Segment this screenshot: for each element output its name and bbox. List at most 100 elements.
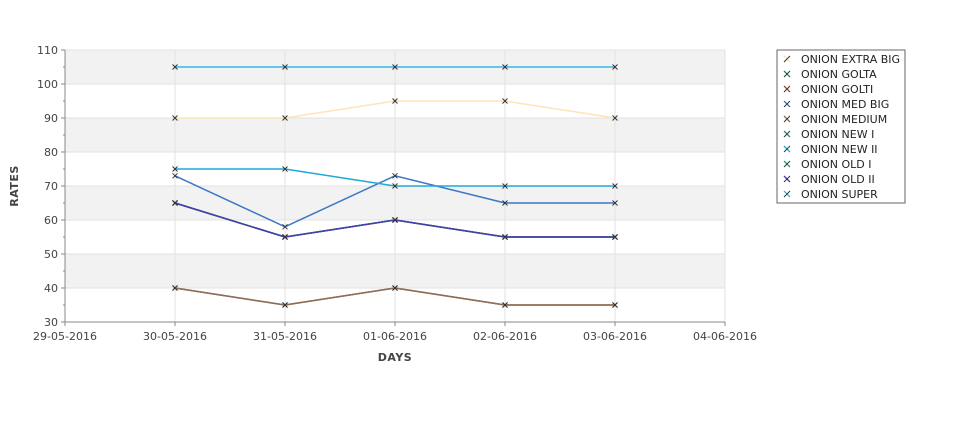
marker-stroke	[172, 115, 178, 121]
data-point-marker	[392, 172, 398, 179]
legend-label: ONION NEW I	[801, 128, 874, 141]
legend-marker	[783, 100, 791, 108]
data-point-marker	[392, 98, 398, 104]
marker-stroke	[612, 115, 618, 121]
data-point-marker	[172, 64, 178, 70]
y-tick-label: 30	[44, 316, 58, 329]
legend-item: ONION GOLTA	[783, 68, 877, 81]
data-point-marker	[172, 200, 178, 206]
legend-marker	[783, 85, 791, 93]
x-tick-label: 31-05-2016	[253, 330, 317, 343]
marker-stroke	[502, 64, 508, 70]
marker-stroke	[392, 172, 398, 179]
x-tick-label: 29-05-2016	[33, 330, 97, 343]
marker-stroke	[172, 166, 178, 172]
legend-label: ONION MEDIUM	[801, 113, 887, 126]
x-tick-label: 01-06-2016	[363, 330, 427, 343]
marker-stroke	[282, 302, 288, 308]
marker-stroke	[612, 234, 618, 240]
legend-label: ONION SUPER	[801, 188, 878, 201]
legend-item: ONION NEW II	[783, 143, 878, 156]
marker-stroke	[612, 64, 618, 70]
marker-stroke	[502, 302, 508, 308]
x-tick-label: 04-06-2016	[693, 330, 757, 343]
data-point-marker	[612, 64, 618, 70]
legend-item: ONION MED BIG	[783, 98, 889, 111]
legend-item: ONION MEDIUM	[783, 113, 887, 126]
data-point-marker	[502, 200, 508, 206]
legend-item: ONION NEW I	[783, 128, 874, 141]
marker-stroke	[392, 217, 398, 223]
x-tick-label: 02-06-2016	[473, 330, 537, 343]
data-point-marker	[612, 302, 618, 308]
data-point-marker	[392, 183, 398, 189]
data-point-marker	[612, 200, 618, 206]
y-tick-label: 90	[44, 112, 58, 125]
data-point-marker	[282, 234, 288, 240]
y-tick-label: 50	[44, 248, 58, 261]
marker-stroke	[282, 166, 288, 172]
data-point-marker	[172, 285, 178, 291]
marker-stroke	[282, 64, 288, 70]
y-tick-label: 60	[44, 214, 58, 227]
legend-label: ONION MED BIG	[801, 98, 889, 111]
marker-stroke	[392, 98, 398, 104]
data-point-marker	[502, 98, 508, 104]
data-point-marker	[282, 115, 288, 121]
x-axis-ticks: 29-05-2016 30-05-2016 31-05-2016 01-06-2016…	[33, 322, 757, 343]
marker-stroke	[392, 183, 398, 189]
data-point-marker	[612, 234, 618, 240]
data-point-marker	[172, 166, 178, 172]
y-tick-label: 110	[37, 44, 58, 57]
legend-box	[776, 49, 906, 204]
y-tick-label: 70	[44, 180, 58, 193]
legend-label: ONION GOLTA	[801, 68, 877, 81]
marker-stroke	[392, 285, 398, 291]
data-point-marker	[502, 183, 508, 189]
legend-marker	[783, 160, 791, 168]
data-point-marker	[392, 285, 398, 291]
legend-item: ONION GOLTI	[783, 83, 873, 96]
data-point-marker	[502, 302, 508, 308]
legend-marker	[783, 70, 791, 78]
marker-stroke	[502, 234, 508, 240]
legend-item: ONION OLD I	[783, 158, 872, 171]
marker-stroke	[282, 234, 288, 240]
legend-label: ONION NEW II	[801, 143, 878, 156]
marker-stroke	[392, 64, 398, 70]
data-point-marker	[612, 115, 618, 121]
marker-stroke	[612, 200, 618, 206]
data-point-marker	[172, 172, 178, 179]
legend-marker	[783, 145, 791, 153]
marker-stroke	[172, 285, 178, 291]
data-point-marker	[172, 115, 178, 121]
marker-stroke	[612, 183, 618, 189]
y-tick-label: 100	[37, 78, 58, 91]
legend-label: ONION OLD II	[801, 173, 875, 186]
x-tick-label: 30-05-2016	[143, 330, 207, 343]
legend-marker	[783, 175, 791, 183]
x-axis-label: DAYS	[378, 351, 412, 364]
marker-stroke	[282, 223, 288, 230]
legend-marker	[783, 130, 791, 138]
marker-stroke	[612, 302, 618, 308]
marker-stroke	[172, 172, 178, 179]
data-point-marker	[502, 64, 508, 70]
y-axis-ticks: 30 40 50 60 70 80 90 100 110	[37, 44, 65, 329]
y-tick-label: 40	[44, 282, 58, 295]
data-point-marker	[282, 302, 288, 308]
legend: ONION EXTRA BIG ONION GOLTA ONION GOLTI ONI…	[776, 49, 906, 204]
y-tick-label: 80	[44, 146, 58, 159]
x-tick-label: 03-06-2016	[583, 330, 647, 343]
data-point-marker	[392, 64, 398, 70]
marker-stroke	[502, 200, 508, 206]
data-point-marker	[282, 166, 288, 172]
marker-stroke	[282, 115, 288, 121]
data-point-marker	[612, 183, 618, 189]
legend-label: ONION OLD I	[801, 158, 872, 171]
legend-marker	[783, 55, 791, 63]
data-point-marker	[282, 223, 288, 230]
legend-item: ONION EXTRA BIG	[783, 53, 900, 66]
marker-stroke	[502, 183, 508, 189]
